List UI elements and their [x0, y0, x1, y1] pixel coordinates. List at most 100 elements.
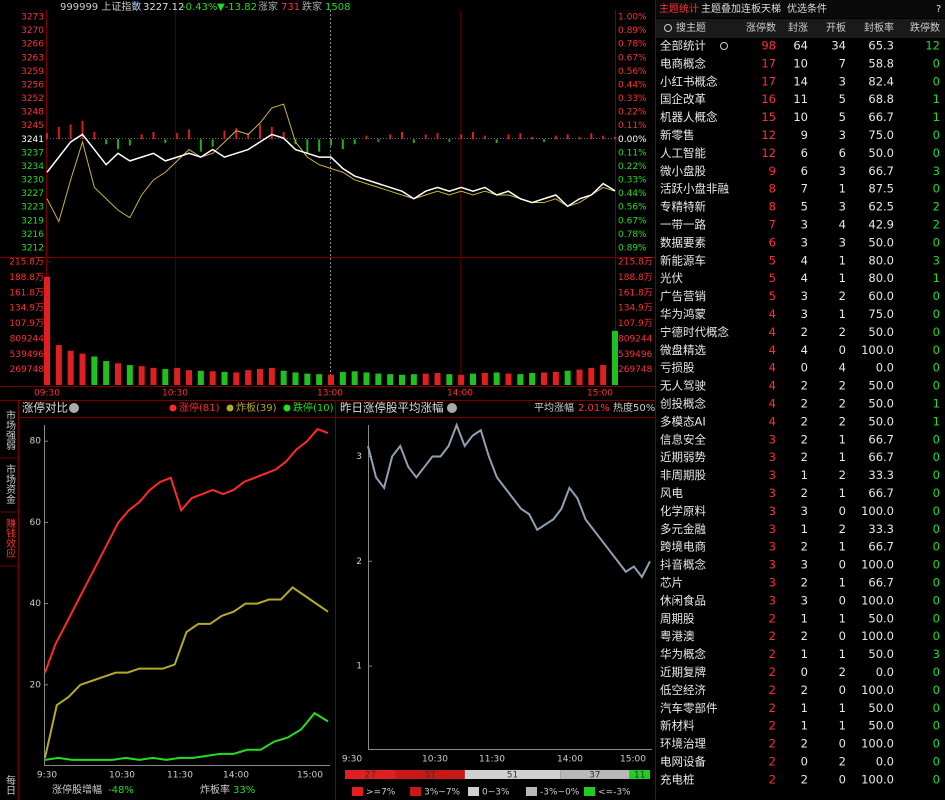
volume-bar — [209, 371, 216, 385]
distribution-count: 11 — [634, 771, 645, 781]
cell: 3 — [769, 504, 776, 518]
distribution-segment — [464, 770, 561, 779]
theme-name[interactable]: 多元金融 — [660, 522, 706, 536]
cell: 100.0 — [861, 629, 894, 643]
theme-name[interactable]: 休闲食品 — [660, 593, 706, 607]
cell: 33.3 — [868, 468, 894, 482]
theme-name[interactable]: 全部统计 — [660, 39, 706, 53]
price-tick-label: 3234 — [21, 162, 44, 172]
sidebar-tab[interactable]: 市场资金 — [4, 463, 16, 504]
tab[interactable]: 主题叠加 — [701, 3, 741, 15]
theme-name[interactable]: 多模态AI — [660, 414, 706, 428]
cell: 3 — [769, 540, 776, 554]
theme-name[interactable]: 国企改革 — [660, 92, 706, 106]
cell: 0 — [801, 665, 808, 679]
theme-name[interactable]: 广告营销 — [660, 289, 706, 303]
theme-name[interactable]: 无人驾驶 — [660, 379, 706, 393]
cell: 2 — [769, 755, 776, 769]
column-header[interactable]: 开板 — [826, 21, 846, 34]
cell: 50.0 — [868, 701, 894, 715]
cell: 4 — [769, 361, 776, 375]
sidebar-tab[interactable]: 每日 — [4, 774, 16, 795]
theme-name[interactable]: 一带一路 — [660, 218, 706, 232]
volume-bar — [67, 350, 74, 385]
column-header[interactable]: 封板率 — [864, 21, 894, 34]
theme-name[interactable]: 充电桩 — [660, 772, 695, 786]
tab[interactable]: 主题统计 — [659, 2, 699, 15]
theme-name[interactable]: 非周期股 — [660, 468, 706, 482]
column-header[interactable]: 涨停数 — [746, 21, 776, 34]
cell: 1 — [839, 307, 846, 321]
theme-name[interactable]: 宁德时代概念 — [660, 325, 729, 339]
cell: 75.0 — [868, 128, 894, 142]
column-header[interactable]: 搜主题 — [676, 21, 706, 34]
theme-name[interactable]: 跨境电商 — [660, 540, 706, 554]
theme-name[interactable]: 新能源车 — [660, 253, 706, 267]
theme-name[interactable]: 电商概念 — [660, 56, 706, 70]
breadth-bar — [176, 133, 179, 140]
stat-icon — [720, 42, 728, 50]
pct-tick-label: 0.67% — [618, 53, 647, 63]
theme-name[interactable]: 活跃小盘非融 — [660, 182, 729, 196]
price-tick-label: 3263 — [21, 53, 44, 63]
legend-label[interactable]: 涨停(81) — [179, 401, 220, 414]
cell: 100.0 — [861, 772, 894, 786]
volume-bar — [292, 372, 299, 385]
theme-name[interactable]: 专精特新 — [660, 200, 706, 214]
theme-name[interactable]: 近期弱势 — [660, 450, 706, 464]
theme-name[interactable]: 华为概念 — [660, 647, 706, 661]
tab[interactable]: 连板天梯 — [741, 2, 781, 15]
breadth-bar — [590, 133, 593, 140]
theme-name[interactable]: 近期复牌 — [660, 665, 706, 679]
sidebar-tab[interactable]: 赚钱效应 — [4, 517, 16, 559]
theme-name[interactable]: 小红书概念 — [660, 74, 718, 88]
down-label: 跌家 — [302, 0, 322, 13]
theme-name[interactable]: 低空经济 — [660, 683, 706, 697]
theme-name[interactable]: 信息安全 — [660, 432, 706, 446]
index-code: 999999 上证指数 — [60, 0, 141, 13]
cell: 2 — [801, 683, 808, 697]
volume-bar — [268, 367, 275, 385]
theme-name[interactable]: 微小盘股 — [660, 164, 706, 178]
theme-name[interactable]: 周期股 — [660, 611, 695, 625]
theme-name[interactable]: 人工智能 — [660, 146, 706, 160]
tab[interactable]: ? — [936, 4, 941, 15]
theme-name[interactable]: 电网设备 — [660, 755, 706, 769]
legend-dot — [226, 404, 234, 412]
theme-name[interactable]: 华为鸿蒙 — [660, 307, 706, 321]
breadth-bar — [614, 136, 616, 140]
column-header[interactable]: 跌停数 — [910, 21, 940, 34]
cell: 58.8 — [868, 56, 894, 70]
legend-label[interactable]: 炸板(39) — [236, 401, 277, 414]
theme-name[interactable]: 新材料 — [660, 719, 695, 733]
legend-label[interactable]: 跌停(10) — [293, 401, 334, 414]
theme-name[interactable]: 新零售 — [660, 128, 695, 142]
theme-name[interactable]: 粤港澳 — [660, 629, 695, 643]
theme-name[interactable]: 机器人概念 — [660, 110, 718, 124]
breadth-bar — [531, 136, 534, 140]
theme-name[interactable]: 创投概念 — [660, 397, 706, 411]
theme-name[interactable]: 数据要素 — [660, 235, 706, 249]
tab[interactable]: 优选条件 — [787, 2, 827, 15]
sidebar-tab[interactable]: 市场强弱 — [4, 409, 16, 451]
cell: 3 — [839, 128, 846, 142]
theme-name[interactable]: 微盘精选 — [660, 343, 706, 357]
cell: 2 — [839, 289, 846, 303]
column-header[interactable]: 封涨 — [788, 21, 808, 34]
cell: 0 — [933, 432, 940, 446]
theme-name[interactable]: 汽车零部件 — [660, 701, 718, 715]
theme-name[interactable]: 风电 — [660, 486, 683, 500]
volume-tick-label: 107.9万 — [618, 319, 653, 329]
yesterday-title: 昨日涨停股平均涨幅 — [340, 401, 444, 415]
volume-tick-label: 269748 — [10, 365, 45, 375]
cell: 33.3 — [868, 522, 894, 536]
theme-name[interactable]: 芯片 — [660, 576, 683, 590]
breadth-bar — [330, 139, 332, 146]
theme-name[interactable]: 光伏 — [660, 271, 683, 285]
theme-name[interactable]: 抖音概念 — [660, 558, 706, 572]
volume-bar — [481, 373, 488, 385]
theme-name[interactable]: 亏损股 — [660, 361, 695, 375]
theme-name[interactable]: 化学原料 — [660, 504, 706, 518]
theme-name[interactable]: 环境治理 — [660, 737, 706, 751]
